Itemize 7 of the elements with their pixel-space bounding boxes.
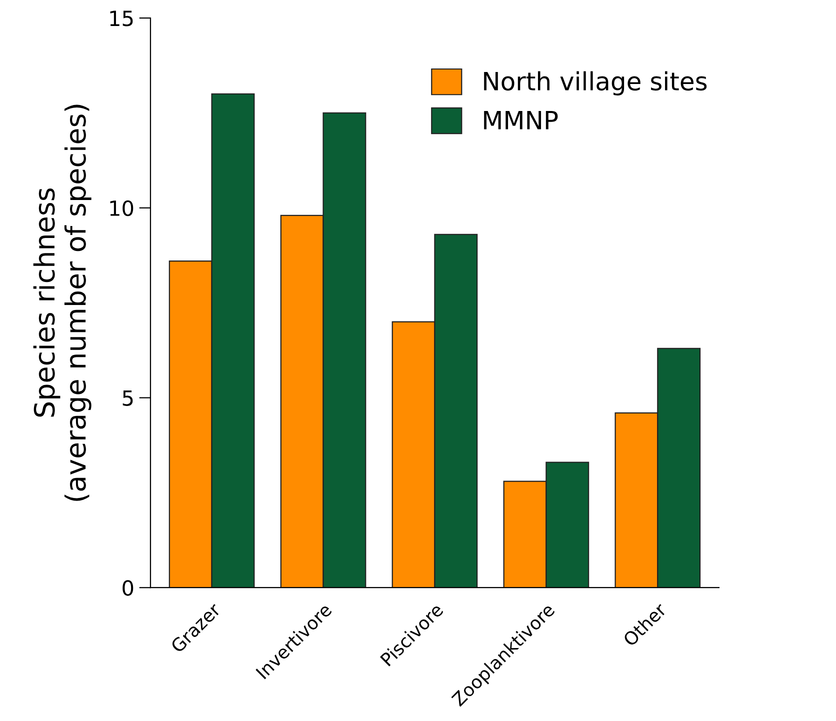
y-tick-label: 0: [122, 580, 134, 596]
y-tick-label: 5: [122, 390, 133, 406]
legend-label: North village sites: [484, 71, 707, 96]
legend-label: MMNP: [484, 110, 558, 130]
y-tick-label: 15: [110, 10, 133, 26]
y-axis-title: Species richness (average number of species): [33, 104, 92, 501]
y-tick-label: 10: [110, 200, 134, 216]
